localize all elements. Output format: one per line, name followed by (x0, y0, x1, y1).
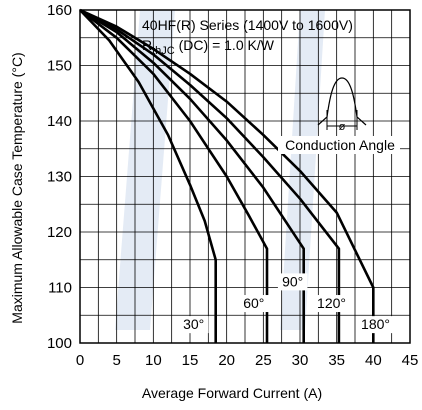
inset-label-bg (278, 136, 400, 154)
x-tick-label: 25 (255, 352, 272, 369)
annotation-r-symbol: R (142, 37, 152, 53)
series-label: 60° (243, 295, 264, 311)
annotation-line-2: RthJC (DC) = 1.0 K/W (142, 37, 275, 57)
series-label-bg (277, 273, 308, 291)
series-label-bg (239, 295, 269, 313)
series-label-bg (356, 316, 395, 334)
series-label: 90° (282, 273, 303, 289)
y-tick-label: 120 (47, 224, 72, 241)
plot-frame (79, 9, 411, 344)
series-line (79, 8, 375, 343)
annotation-line-1: 40HF(R) Series (1400V to 1600V) (142, 17, 353, 33)
background-watermark (115, 10, 325, 330)
y-tick-label: 160 (47, 2, 72, 19)
series-line (79, 8, 341, 343)
y-axis-title: Maximum Allowable Case Temperature (°C) (9, 52, 25, 323)
series-label-bg (312, 295, 351, 313)
curves (79, 8, 375, 343)
x-tick-label: 15 (182, 352, 199, 369)
x-tick-label: 20 (218, 352, 235, 369)
inset-waveform (317, 77, 367, 126)
y-tick-label: 110 (48, 280, 72, 297)
annotation-r-subscript: thJC (152, 45, 175, 57)
conduction-angle-inset: ø Conduction Angle (278, 77, 400, 154)
x-axis-title: Average Forward Current (A) (142, 385, 322, 401)
y-tick-labels: 100 110 120 130 140 150 160 (47, 2, 72, 352)
x-tick-label: 35 (328, 352, 345, 369)
x-tick-label: 0 (76, 352, 84, 369)
series-line (79, 8, 305, 343)
x-tick-label: 10 (145, 352, 162, 369)
series-label: 180° (361, 316, 390, 332)
inset-label: Conduction Angle (285, 137, 395, 153)
x-tick-label: 30 (292, 352, 309, 369)
x-tick-label: 40 (365, 352, 382, 369)
series-label-bg (178, 316, 209, 334)
x-tick-labels: 0 5 10 15 20 25 30 35 40 45 (76, 352, 419, 369)
y-tick-label: 130 (47, 169, 72, 186)
x-tick-label: 5 (112, 352, 120, 369)
series-labels: 30° 60° 90° 120° 180° (178, 273, 395, 334)
y-tick-label: 140 (47, 113, 72, 130)
annotation-r-value: (DC) = 1.0 K/W (175, 37, 275, 53)
inset-phi-symbol: ø (339, 121, 346, 133)
series-annotation: 40HF(R) Series (1400V to 1600V) RthJC (D… (142, 17, 353, 57)
y-tick-label: 100 (47, 335, 72, 352)
series-label: 120° (317, 295, 346, 311)
series-line (79, 8, 269, 343)
x-tick-label: 45 (402, 352, 419, 369)
series-line (79, 9, 217, 343)
series-label: 30° (183, 316, 204, 332)
y-tick-label: 150 (47, 58, 72, 75)
